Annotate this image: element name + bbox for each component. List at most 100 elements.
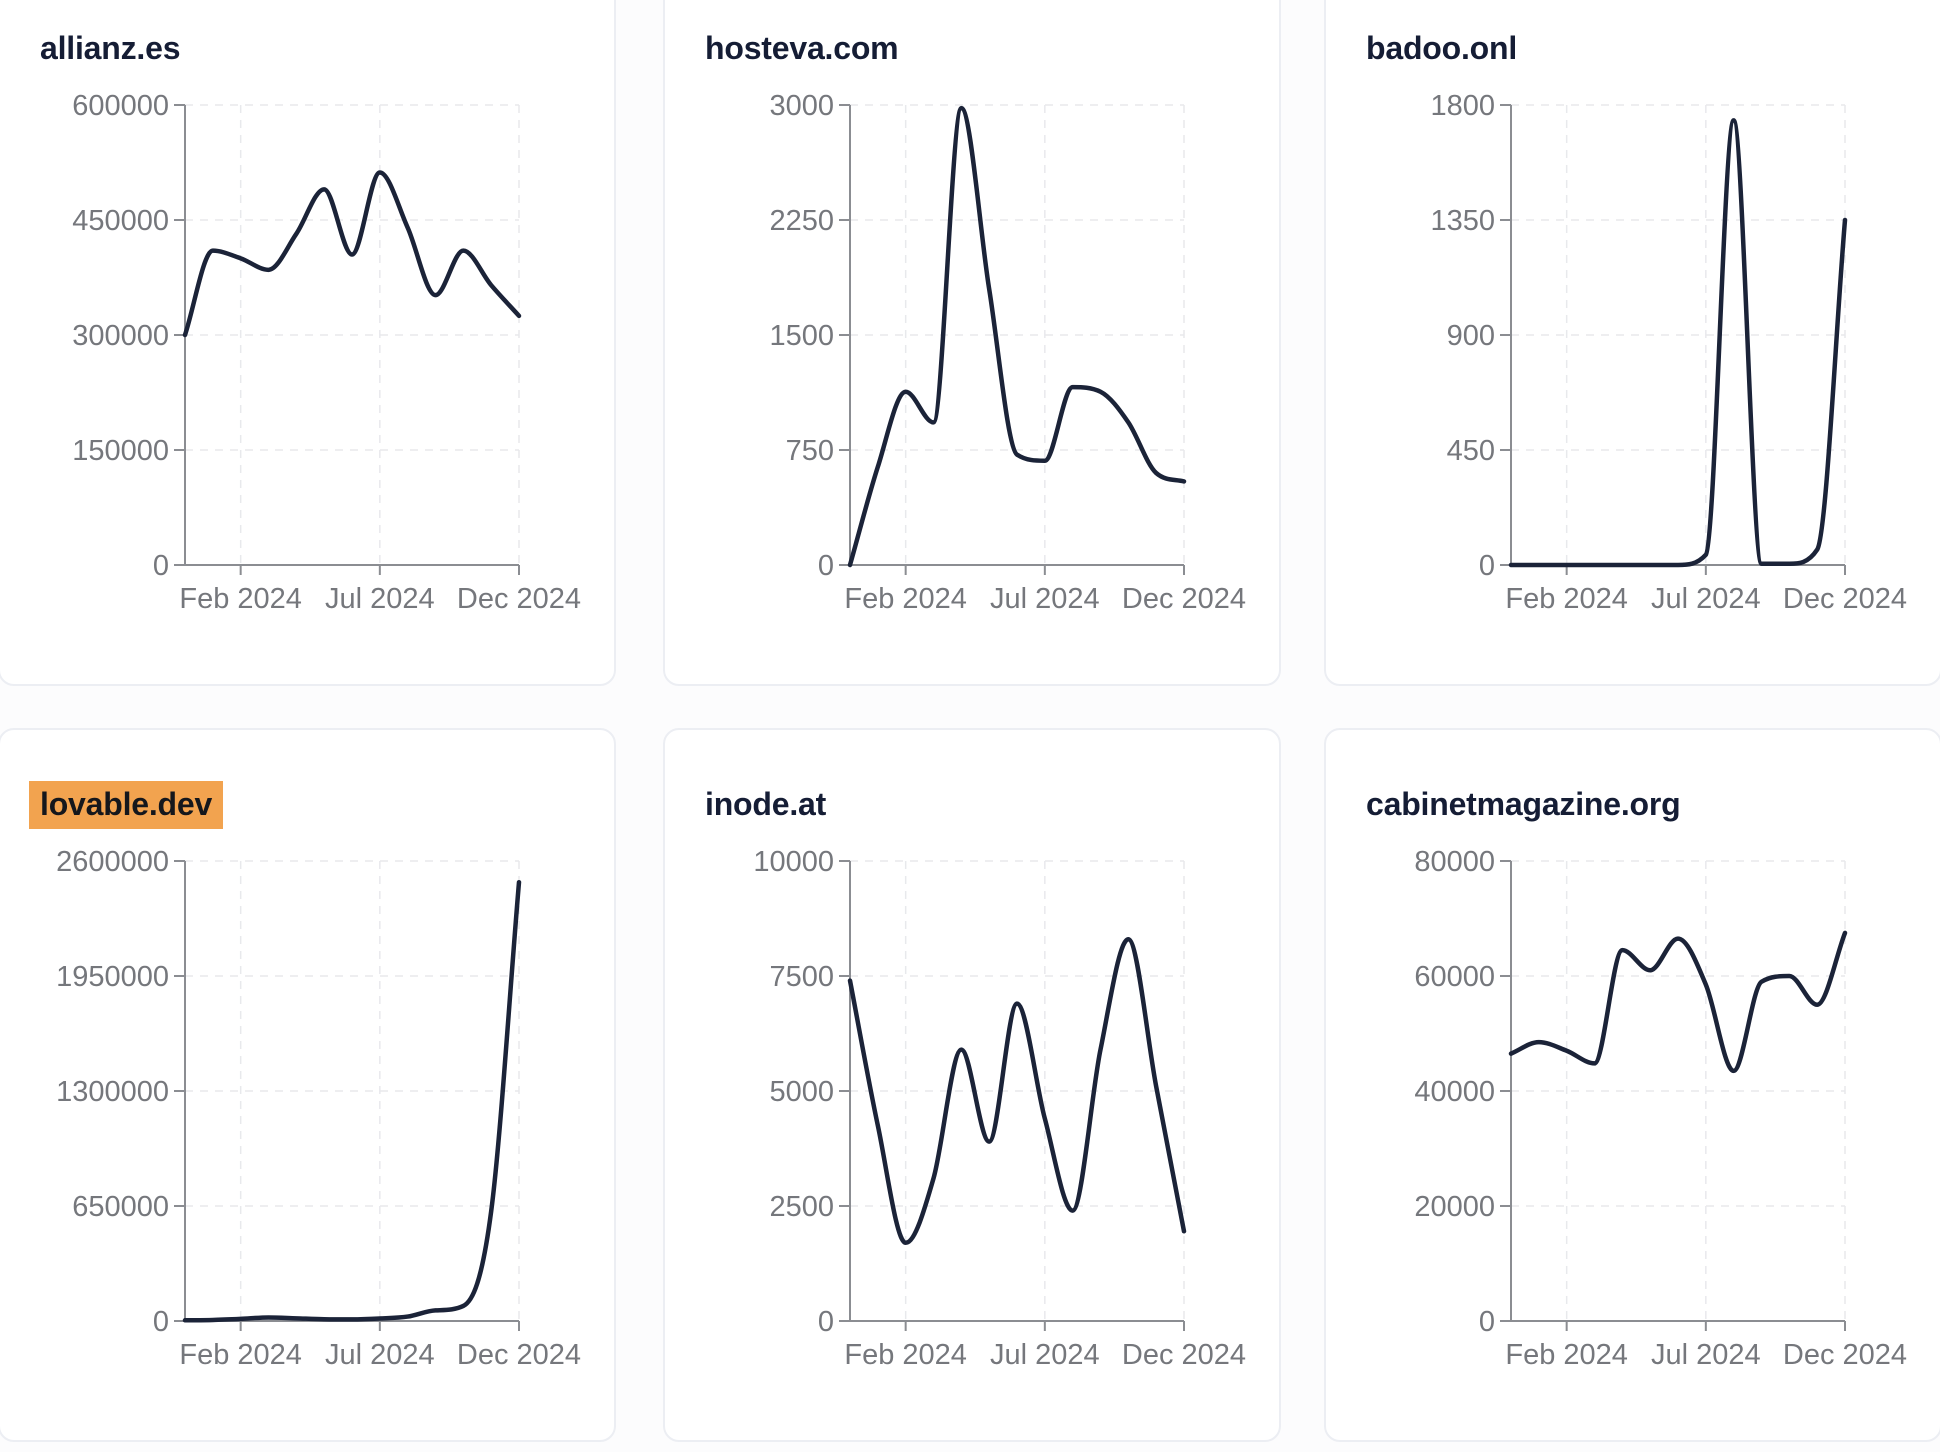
axis-lines	[184, 105, 519, 566]
y-tick-label: 10000	[753, 846, 834, 878]
x-tick-label: Jul 2024	[325, 1339, 435, 1371]
domain-title-text: cabinetmagazine.org	[1366, 786, 1681, 822]
x-tick-label: Jul 2024	[325, 583, 435, 615]
axes	[174, 104, 520, 575]
axes	[839, 860, 1185, 1331]
y-tick-label: 1500	[769, 320, 834, 352]
domain-card: hosteva.com 0 750 1500 2250 3000 Feb 2024 Jul …	[663, 0, 1281, 686]
y-tick-label: 0	[818, 1306, 834, 1338]
series-line	[182, 879, 522, 1323]
y-tick-label: 20000	[1414, 1191, 1495, 1223]
domain-title: cabinetmagazine.org	[1366, 786, 1681, 823]
traffic-chart: 0 150000 300000 450000 600000 Feb 2024 Jul 202…	[72, 90, 581, 615]
y-tick-labels: 0 20000 40000 60000 80000	[1414, 846, 1495, 1338]
x-tick-label: Feb 2024	[844, 1339, 967, 1371]
x-tick-label: Dec 2024	[1783, 1339, 1907, 1371]
domain-card: badoo.onl 0 450 900 1350 1800 Feb 2024 Jul 202…	[1324, 0, 1940, 686]
domain-title-text: allianz.es	[40, 30, 181, 66]
x-tick-label: Jul 2024	[990, 583, 1100, 615]
y-tick-label: 650000	[72, 1191, 169, 1223]
axes	[839, 104, 1185, 575]
y-tick-label: 1800	[1430, 90, 1495, 122]
y-tick-label: 450	[1447, 435, 1495, 467]
series-line	[847, 105, 1187, 568]
axis-lines	[849, 861, 1184, 1322]
x-tick-label: Feb 2024	[179, 583, 302, 615]
y-tick-label: 1300000	[56, 1076, 169, 1108]
y-tick-label: 3000	[769, 90, 834, 122]
x-tick-labels: Feb 2024 Jul 2024 Dec 2024	[844, 583, 1246, 615]
x-tick-labels: Feb 2024 Jul 2024 Dec 2024	[179, 1339, 581, 1371]
x-tick-labels: Feb 2024 Jul 2024 Dec 2024	[844, 1339, 1246, 1371]
y-tick-label: 300000	[72, 320, 169, 352]
y-tick-label: 450000	[72, 205, 169, 237]
y-tick-label: 0	[1479, 1306, 1495, 1338]
x-tick-label: Dec 2024	[457, 1339, 581, 1371]
axes	[174, 860, 520, 1331]
y-tick-label: 2600000	[56, 846, 169, 878]
y-tick-labels: 0 150000 300000 450000 600000	[72, 90, 169, 582]
y-tick-labels: 0 650000 1300000 1950000 2600000	[56, 846, 169, 1338]
x-tick-label: Dec 2024	[1122, 583, 1246, 615]
gridlines	[1511, 860, 1846, 1321]
y-tick-label: 2500	[769, 1191, 834, 1223]
series-line	[847, 936, 1187, 1246]
gridlines	[1511, 104, 1846, 565]
y-tick-label: 5000	[769, 1076, 834, 1108]
y-tick-label: 60000	[1414, 961, 1495, 993]
gridlines	[850, 104, 1185, 565]
domain-title-text: lovable.dev	[29, 781, 224, 829]
y-tick-label: 40000	[1414, 1076, 1495, 1108]
domain-title: inode.at	[705, 786, 826, 823]
x-tick-labels: Feb 2024 Jul 2024 Dec 2024	[179, 583, 581, 615]
domain-title: hosteva.com	[705, 30, 899, 67]
traffic-chart: 0 2500 5000 7500 10000 Feb 2024 Jul 2024 Dec 20…	[753, 846, 1246, 1371]
gridlines	[850, 860, 1185, 1321]
y-tick-label: 150000	[72, 435, 169, 467]
y-tick-label: 1350	[1430, 205, 1495, 237]
domain-card: inode.at 0 2500 5000 7500 10000 Feb 2024 Jul 2…	[663, 728, 1281, 1442]
x-tick-label: Dec 2024	[1783, 583, 1907, 615]
domain-title-text: inode.at	[705, 786, 827, 822]
series-line	[1508, 930, 1848, 1074]
x-tick-labels: Feb 2024 Jul 2024 Dec 2024	[1505, 583, 1907, 615]
y-tick-label: 0	[153, 1306, 169, 1338]
y-tick-label: 0	[818, 550, 834, 582]
y-tick-label: 0	[1479, 550, 1495, 582]
x-tick-label: Feb 2024	[1505, 583, 1628, 615]
axes	[1500, 860, 1846, 1331]
y-tick-label: 2250	[769, 205, 834, 237]
traffic-chart: 0 650000 1300000 1950000 2600000 Feb 2024 Jul …	[56, 846, 581, 1371]
domain-card: lovable.dev 0 650000 1300000 1950000 2600000…	[0, 728, 616, 1442]
series-line	[182, 170, 522, 338]
y-tick-label: 600000	[72, 90, 169, 122]
x-tick-label: Feb 2024	[844, 583, 967, 615]
y-tick-labels: 0 2500 5000 7500 10000	[753, 846, 834, 1338]
y-tick-label: 0	[153, 550, 169, 582]
domain-title-highlighted: lovable.dev	[29, 781, 224, 829]
domain-title: allianz.es	[40, 30, 181, 67]
x-tick-label: Feb 2024	[179, 1339, 302, 1371]
traffic-chart: 0 750 1500 2250 3000 Feb 2024 Jul 2024 Dec 2024	[769, 90, 1246, 615]
x-tick-label: Jul 2024	[990, 1339, 1100, 1371]
x-tick-label: Dec 2024	[457, 583, 581, 615]
x-tick-label: Jul 2024	[1651, 1339, 1761, 1371]
domain-title: badoo.onl	[1366, 30, 1517, 67]
domain-card: allianz.es 0 150000 300000 450000 600000 Feb …	[0, 0, 616, 686]
y-tick-label: 7500	[769, 961, 834, 993]
traffic-chart: 0 450 900 1350 1800 Feb 2024 Jul 2024 Dec 2024	[1430, 90, 1907, 615]
axis-lines	[1510, 861, 1845, 1322]
y-tick-label: 80000	[1414, 846, 1495, 878]
y-tick-label: 1950000	[56, 961, 169, 993]
domain-title-text: hosteva.com	[705, 30, 899, 66]
y-tick-label: 900	[1447, 320, 1495, 352]
domain-card: cabinetmagazine.org 0 20000 40000 60000 8000…	[1324, 728, 1940, 1442]
domain-title-text: badoo.onl	[1366, 30, 1518, 66]
axes	[1500, 104, 1846, 575]
y-tick-labels: 0 750 1500 2250 3000	[769, 90, 834, 582]
y-tick-label: 750	[786, 435, 834, 467]
x-tick-label: Dec 2024	[1122, 1339, 1246, 1371]
traffic-chart: 0 20000 40000 60000 80000 Feb 2024 Jul 2024 Dec…	[1414, 846, 1907, 1371]
gridlines	[185, 860, 520, 1321]
